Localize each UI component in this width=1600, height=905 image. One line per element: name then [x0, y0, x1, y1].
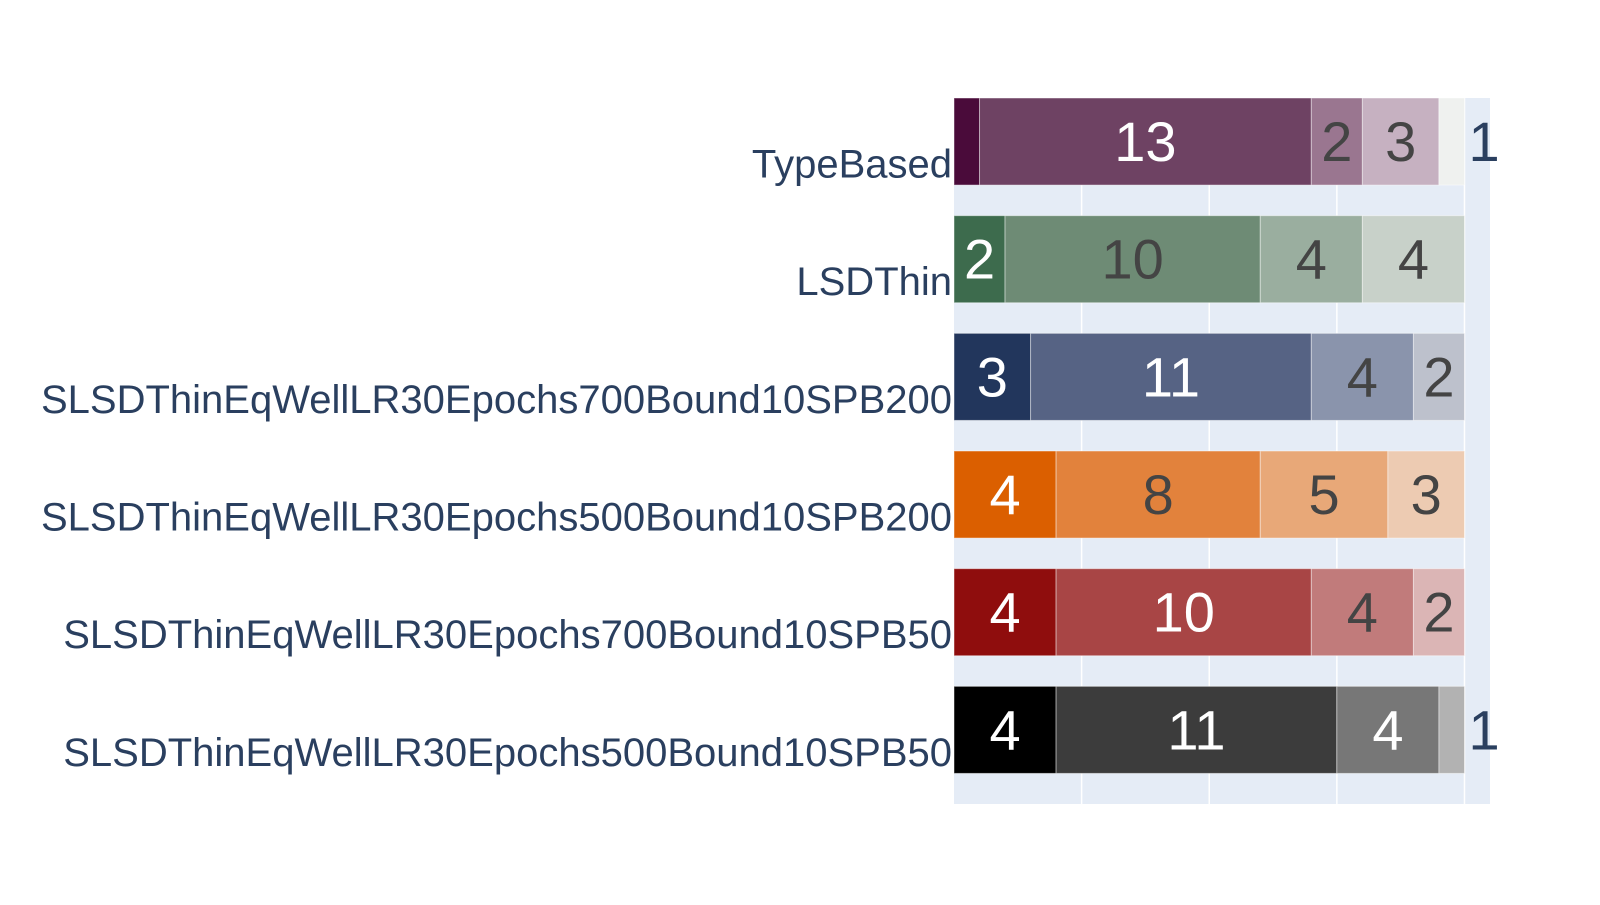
bar-segment — [979, 97, 1312, 186]
bar-value-label: 2 — [1321, 110, 1352, 173]
bar-segment — [1387, 450, 1465, 539]
category-tick-label: TypeBased — [752, 143, 952, 187]
bar-value-label: 3 — [1411, 463, 1442, 526]
bar-value-label: 4 — [1347, 345, 1378, 408]
bar-segment — [1412, 332, 1465, 421]
category-tick-label: LSDThin — [796, 260, 952, 304]
bar-value-label: 1 — [1468, 110, 1499, 173]
bar-segment — [1310, 332, 1414, 421]
bar-value-label: 4 — [989, 581, 1020, 644]
bar-segment — [953, 685, 1057, 774]
bar-segment — [1412, 568, 1465, 657]
bar-value-label: 8 — [1143, 463, 1174, 526]
category-axis-labels: TypeBased LSDThin SLSDThinEqWellLR30Epochs… — [41, 143, 952, 775]
bar-value-label: 2 — [1423, 581, 1454, 644]
bar-segment — [1259, 450, 1389, 539]
bar-value-label: 4 — [1296, 228, 1327, 291]
bar-value-label: 5 — [1309, 463, 1340, 526]
bar-segment — [1438, 685, 1465, 774]
bar-segment — [1361, 97, 1440, 186]
category-tick-label: SLSDThinEqWellLR30Epochs700Bound10SPB50 — [63, 613, 952, 657]
bars — [953, 97, 1465, 774]
bar-segment — [1055, 568, 1312, 657]
bar-segment — [1310, 568, 1414, 657]
bar-value-label: 1 — [1468, 698, 1499, 761]
bar-value-label: 4 — [1347, 581, 1378, 644]
category-tick-label: SLSDThinEqWellLR30Epochs700Bound10SPB200 — [41, 378, 952, 422]
bar-segment — [953, 215, 1006, 304]
bar-segment — [1004, 215, 1261, 304]
bar-segment — [953, 97, 981, 186]
category-tick-label: SLSDThinEqWellLR30Epochs500Bound10SPB200 — [41, 496, 952, 540]
bar-segment — [1336, 685, 1440, 774]
bar-value-labels: 13 2 3 12 10 4 43 11 4 24 8 5 34 10 4 24 11 4 1 — [964, 110, 1500, 761]
bar-segment — [1055, 685, 1338, 774]
bar-value-label: 10 — [1102, 228, 1164, 291]
bar-value-label: 3 — [977, 345, 1008, 408]
bar-value-label: 10 — [1153, 581, 1215, 644]
bar-value-label: 2 — [964, 228, 995, 291]
category-tick-label: SLSDThinEqWellLR30Epochs500Bound10SPB50 — [63, 731, 952, 775]
bar-value-label: 13 — [1114, 110, 1176, 173]
bar-segment — [953, 450, 1057, 539]
bar-segment — [1361, 215, 1465, 304]
bar-value-label: 4 — [989, 698, 1020, 761]
bar-value-label: 4 — [1372, 698, 1403, 761]
bar-value-label: 3 — [1385, 110, 1416, 173]
bar-segment — [1055, 450, 1261, 539]
bar-value-label: 11 — [1167, 698, 1225, 761]
bar-segment — [1259, 215, 1363, 304]
bar-segment — [1030, 332, 1312, 421]
bar-segment — [1438, 97, 1465, 186]
bar-value-label: 2 — [1423, 345, 1454, 408]
bar-value-label: 11 — [1142, 345, 1200, 408]
bar-value-label: 4 — [989, 463, 1020, 526]
bar-segment — [953, 568, 1057, 657]
bar-segment — [1310, 97, 1363, 186]
bar-value-label: 4 — [1398, 228, 1429, 291]
